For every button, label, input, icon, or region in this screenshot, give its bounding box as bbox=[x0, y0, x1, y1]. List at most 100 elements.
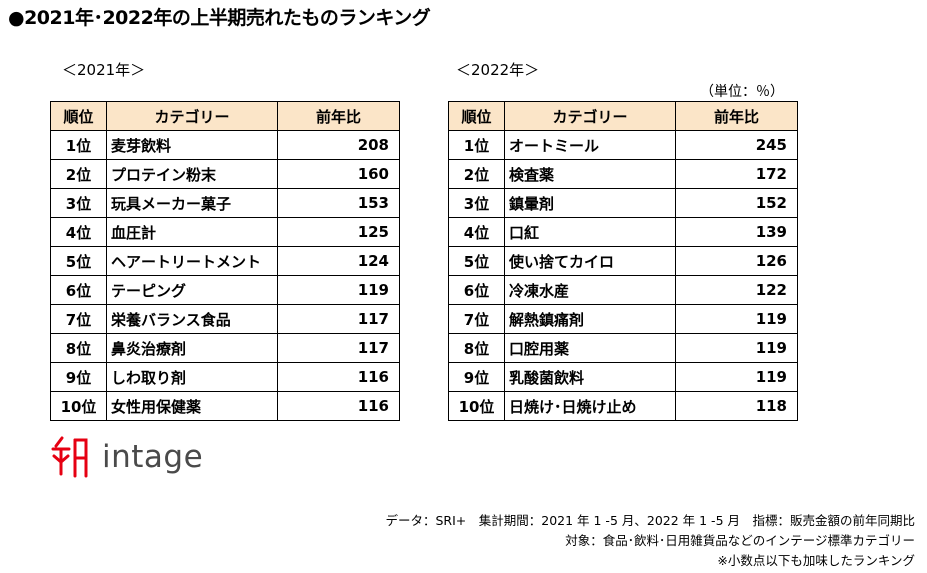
table-header-row: 順位 カテゴリー 前年比 bbox=[448, 101, 798, 131]
category-cell: 女性用保健薬 bbox=[106, 391, 278, 421]
rank-cell: 9位 bbox=[448, 362, 505, 392]
value-cell: 139 bbox=[675, 217, 798, 247]
year-label-2022: ＜2022年＞ bbox=[456, 61, 540, 79]
header-value: 前年比 bbox=[277, 101, 400, 131]
rank-cell: 4位 bbox=[448, 217, 505, 247]
category-cell: 玩具メーカー菓子 bbox=[106, 188, 278, 218]
category-cell: 使い捨てカイロ bbox=[504, 246, 676, 276]
value-cell: 117 bbox=[277, 304, 400, 334]
rank-cell: 7位 bbox=[50, 304, 107, 334]
value-cell: 152 bbox=[675, 188, 798, 218]
value-cell: 125 bbox=[277, 217, 400, 247]
category-cell: しわ取り剤 bbox=[106, 362, 278, 392]
category-cell: テーピング bbox=[106, 275, 278, 305]
value-cell: 124 bbox=[277, 246, 400, 276]
intage-mark-icon bbox=[51, 436, 88, 478]
category-cell: オートミール bbox=[504, 130, 676, 160]
footnote-target: 対象：食品･飲料･日用雑貨品などのインテージ標準カテゴリー bbox=[565, 533, 915, 548]
year-label-2021: ＜2021年＞ bbox=[62, 61, 146, 79]
ranking-table-2022: 順位 カテゴリー 前年比 1位 オートミール 245 2位 検査薬 172 3位 鎮暈剤 152… bbox=[448, 101, 798, 421]
table-row: 7位 栄養バランス食品 117 bbox=[50, 304, 400, 334]
footnote-note: ※小数点以下も加味したランキング bbox=[717, 553, 915, 568]
footnote-data: データ：SRI+ 集計期間：2021 年 1 -5 月、2022 年 1 -5 … bbox=[385, 513, 915, 528]
value-cell: 119 bbox=[277, 275, 400, 305]
table-row: 1位 オートミール 245 bbox=[448, 130, 798, 160]
value-cell: 172 bbox=[675, 159, 798, 189]
rank-cell: 8位 bbox=[50, 333, 107, 363]
logo-text: intage bbox=[102, 439, 204, 475]
category-cell: 解熱鎮痛剤 bbox=[504, 304, 676, 334]
value-cell: 118 bbox=[675, 391, 798, 421]
table-row: 10位 女性用保健薬 116 bbox=[50, 391, 400, 421]
category-cell: 栄養バランス食品 bbox=[106, 304, 278, 334]
value-cell: 116 bbox=[277, 391, 400, 421]
value-cell: 116 bbox=[277, 362, 400, 392]
page-title: ●2021年･2022年の上半期売れたものランキング bbox=[8, 7, 431, 29]
category-cell: 鼻炎治療剤 bbox=[106, 333, 278, 363]
value-cell: 119 bbox=[675, 362, 798, 392]
header-rank: 順位 bbox=[50, 101, 107, 131]
rank-cell: 5位 bbox=[50, 246, 107, 276]
value-cell: 160 bbox=[277, 159, 400, 189]
table-row: 1位 麦芽飲料 208 bbox=[50, 130, 400, 160]
category-cell: 日焼け･日焼け止め bbox=[504, 391, 676, 421]
table-row: 3位 玩具メーカー菓子 153 bbox=[50, 188, 400, 218]
category-cell: 血圧計 bbox=[106, 217, 278, 247]
table-row: 7位 解熱鎮痛剤 119 bbox=[448, 304, 798, 334]
table-row: 8位 口腔用薬 119 bbox=[448, 333, 798, 363]
value-cell: 117 bbox=[277, 333, 400, 363]
category-cell: ヘアートリートメント bbox=[106, 246, 278, 276]
rank-cell: 6位 bbox=[448, 275, 505, 305]
value-cell: 208 bbox=[277, 130, 400, 160]
table-row: 4位 口紅 139 bbox=[448, 217, 798, 247]
value-cell: 153 bbox=[277, 188, 400, 218]
table-header-row: 順位 カテゴリー 前年比 bbox=[50, 101, 400, 131]
category-cell: 麦芽飲料 bbox=[106, 130, 278, 160]
category-cell: 乳酸菌飲料 bbox=[504, 362, 676, 392]
unit-label: （単位：％） bbox=[700, 84, 784, 100]
value-cell: 122 bbox=[675, 275, 798, 305]
value-cell: 245 bbox=[675, 130, 798, 160]
table-row: 2位 検査薬 172 bbox=[448, 159, 798, 189]
rank-cell: 1位 bbox=[448, 130, 505, 160]
table-row: 6位 冷凍水産 122 bbox=[448, 275, 798, 305]
category-cell: プロテイン粉末 bbox=[106, 159, 278, 189]
rank-cell: 8位 bbox=[448, 333, 505, 363]
rank-cell: 3位 bbox=[448, 188, 505, 218]
rank-cell: 7位 bbox=[448, 304, 505, 334]
rank-cell: 10位 bbox=[448, 391, 505, 421]
intage-logo: intage bbox=[50, 434, 203, 480]
rank-cell: 1位 bbox=[50, 130, 107, 160]
table-row: 10位 日焼け･日焼け止め 118 bbox=[448, 391, 798, 421]
table-row: 9位 乳酸菌飲料 119 bbox=[448, 362, 798, 392]
category-cell: 口紅 bbox=[504, 217, 676, 247]
header-category: カテゴリー bbox=[504, 101, 676, 131]
header-category: カテゴリー bbox=[106, 101, 278, 131]
rank-cell: 2位 bbox=[50, 159, 107, 189]
table-row: 5位 使い捨てカイロ 126 bbox=[448, 246, 798, 276]
category-cell: 鎮暈剤 bbox=[504, 188, 676, 218]
table-row: 2位 プロテイン粉末 160 bbox=[50, 159, 400, 189]
table-row: 4位 血圧計 125 bbox=[50, 217, 400, 247]
rank-cell: 2位 bbox=[448, 159, 505, 189]
table-row: 3位 鎮暈剤 152 bbox=[448, 188, 798, 218]
rank-cell: 10位 bbox=[50, 391, 107, 421]
category-cell: 検査薬 bbox=[504, 159, 676, 189]
value-cell: 119 bbox=[675, 304, 798, 334]
ranking-table-2021: 順位 カテゴリー 前年比 1位 麦芽飲料 208 2位 プロテイン粉末 160 3位 玩具メー… bbox=[50, 101, 400, 421]
rank-cell: 3位 bbox=[50, 188, 107, 218]
table-row: 9位 しわ取り剤 116 bbox=[50, 362, 400, 392]
rank-cell: 4位 bbox=[50, 217, 107, 247]
rank-cell: 6位 bbox=[50, 275, 107, 305]
table-row: 6位 テーピング 119 bbox=[50, 275, 400, 305]
header-value: 前年比 bbox=[675, 101, 798, 131]
table-row: 5位 ヘアートリートメント 124 bbox=[50, 246, 400, 276]
table-row: 8位 鼻炎治療剤 117 bbox=[50, 333, 400, 363]
rank-cell: 9位 bbox=[50, 362, 107, 392]
category-cell: 冷凍水産 bbox=[504, 275, 676, 305]
category-cell: 口腔用薬 bbox=[504, 333, 676, 363]
value-cell: 119 bbox=[675, 333, 798, 363]
rank-cell: 5位 bbox=[448, 246, 505, 276]
header-rank: 順位 bbox=[448, 101, 505, 131]
value-cell: 126 bbox=[675, 246, 798, 276]
